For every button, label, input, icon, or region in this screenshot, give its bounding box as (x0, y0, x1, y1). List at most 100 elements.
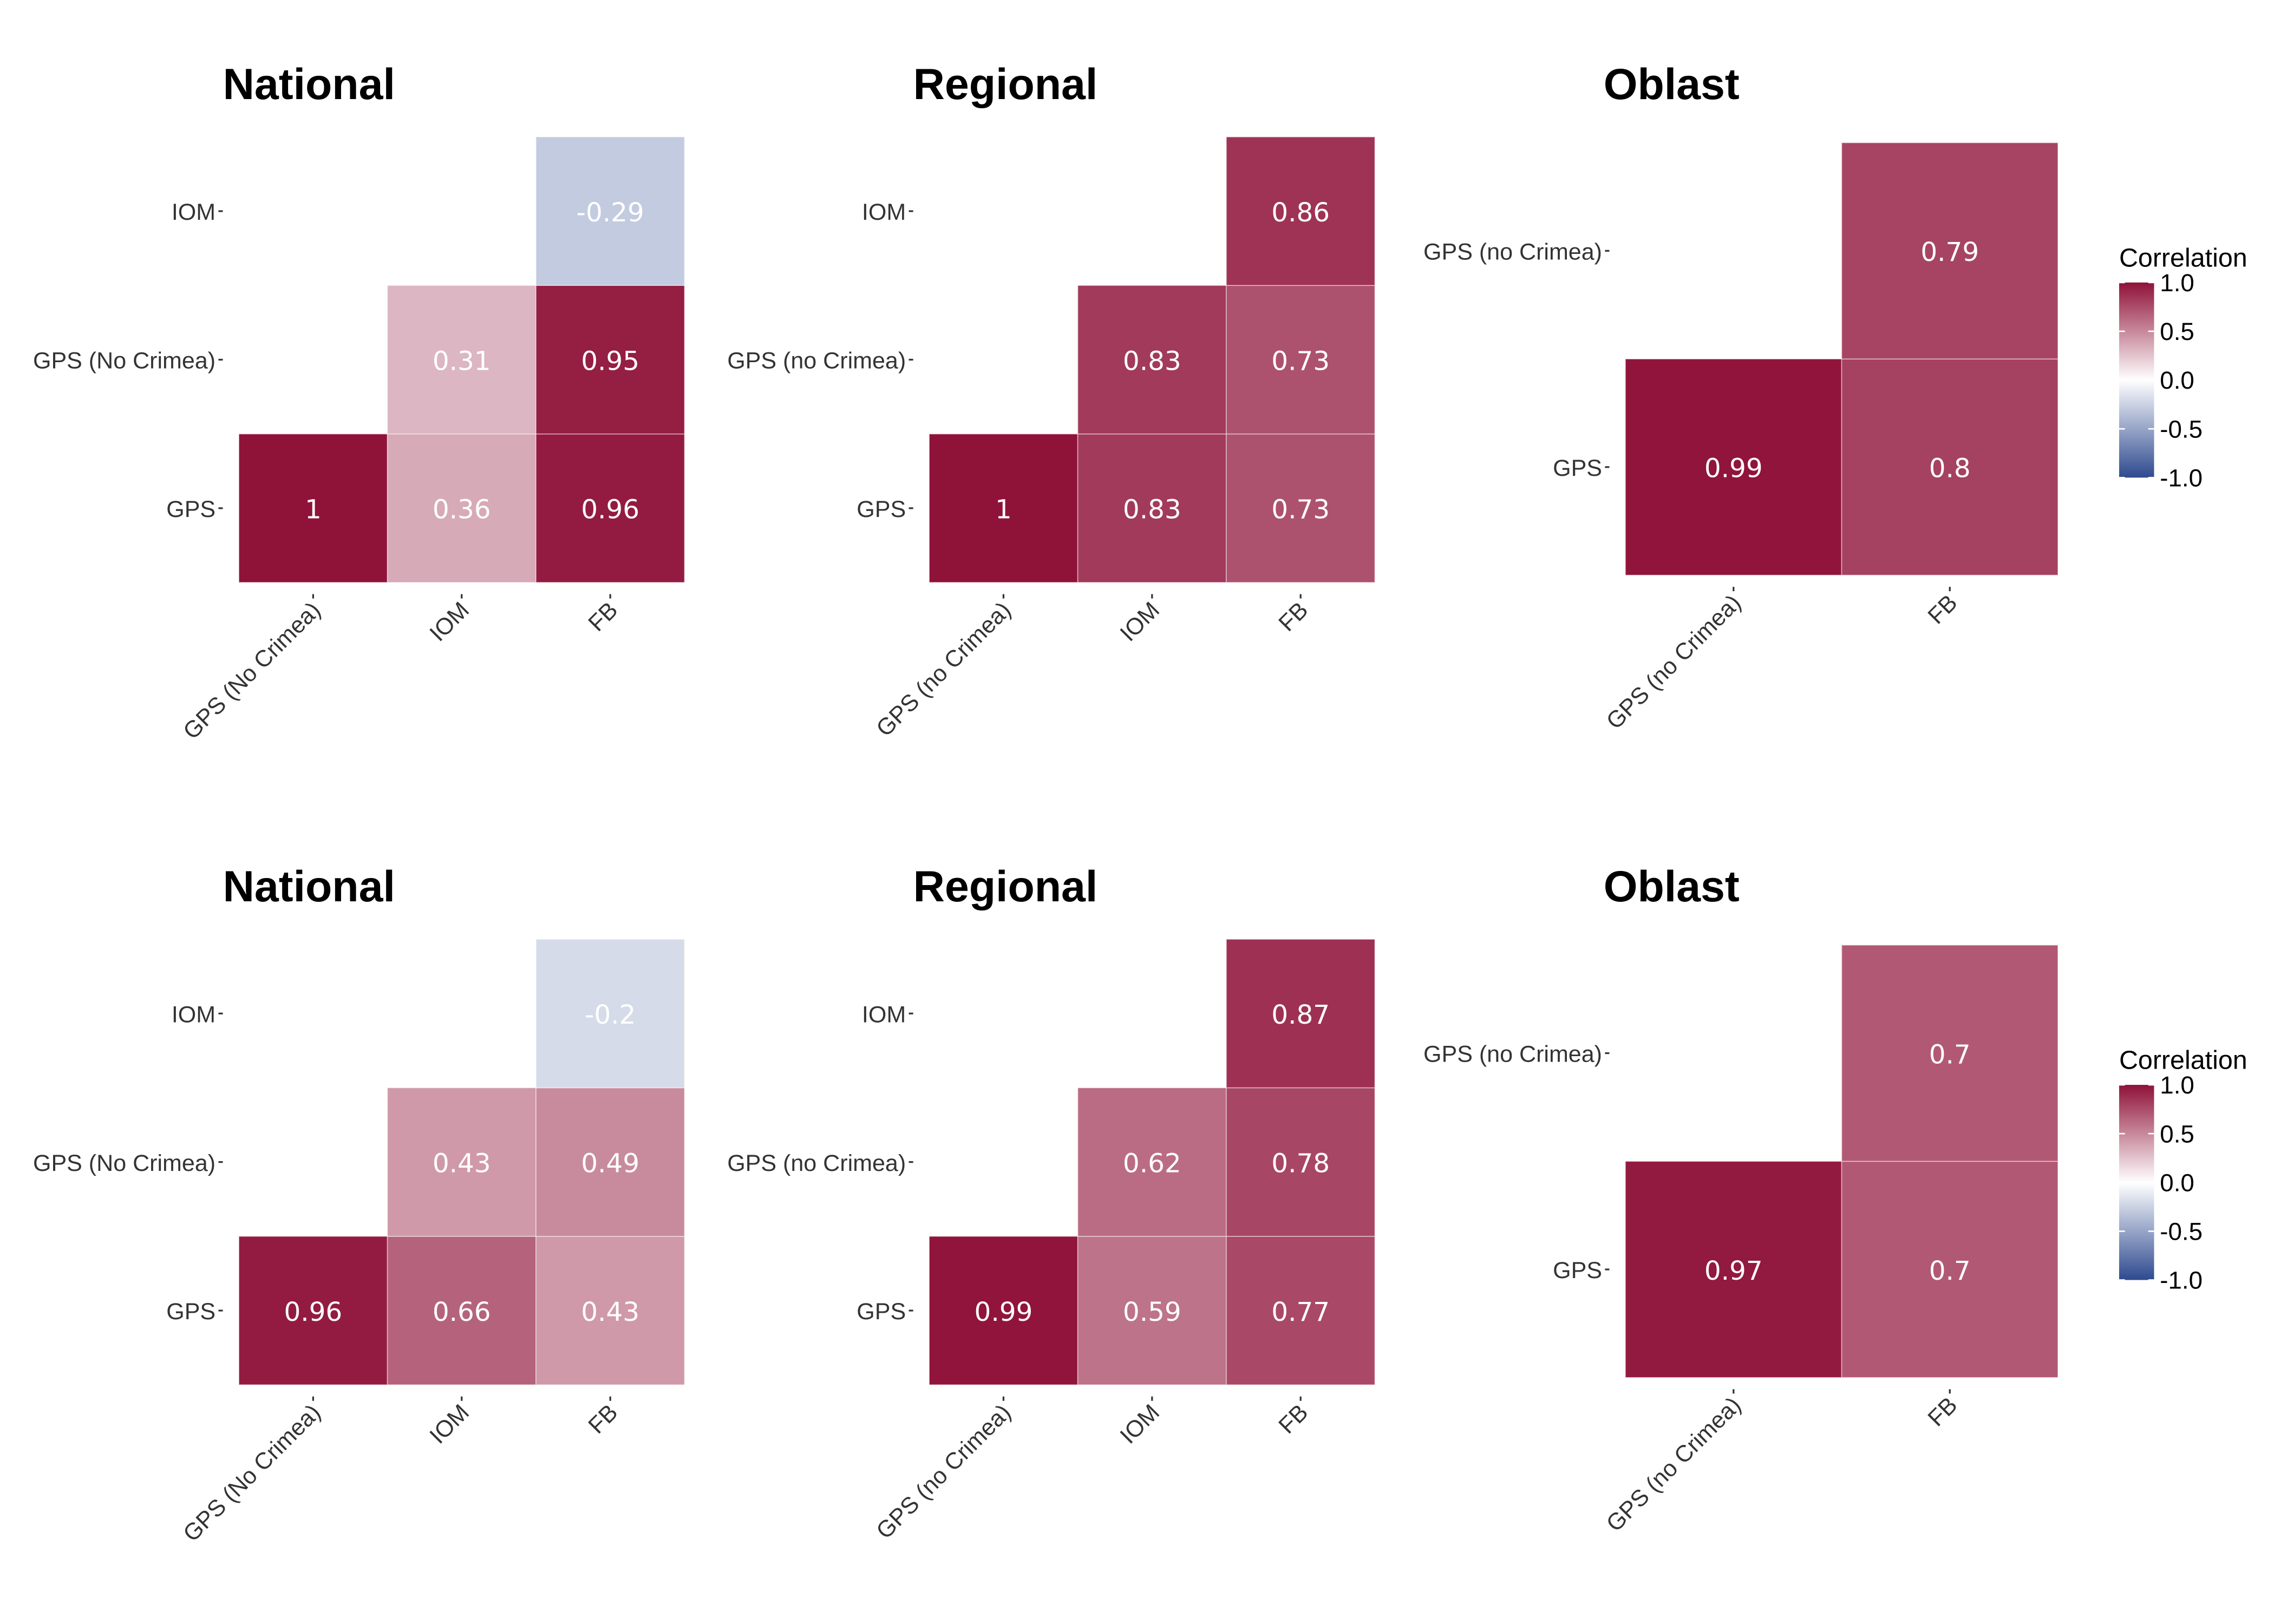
cell-value-label: 0.97 (1704, 1256, 1763, 1286)
panel-title: National (223, 862, 395, 911)
heatmap-cell (929, 1236, 1079, 1385)
legend-tick-label: -1.0 (2160, 464, 2203, 492)
cell-value-label: 0.73 (1271, 346, 1330, 376)
x-tick-label: GPS (no Crimea) (871, 597, 1016, 742)
y-tick-label: GPS (No Crimea) (33, 1150, 215, 1176)
cell-value-label: 0.86 (1271, 198, 1330, 228)
heatmap-cell (1226, 939, 1376, 1089)
heatmap-cell (535, 136, 685, 286)
cell-value-label: 0.95 (581, 346, 639, 376)
legend-tick-label: 1.0 (2160, 269, 2194, 297)
cell-value-label: 0.8 (1929, 454, 1971, 484)
y-tick-label: GPS (No Crimea) (33, 348, 215, 374)
x-tick-label: GPS (no Crimea) (1602, 1392, 1746, 1537)
heatmap-cell (1226, 433, 1376, 583)
y-tick-label: GPS (no Crimea) (1423, 239, 1602, 265)
x-tick-label: FB (583, 1399, 623, 1439)
heatmap-cell (387, 1236, 537, 1385)
heatmap-cell (238, 433, 388, 583)
cell-value-label: 0.73 (1271, 495, 1330, 525)
cell-value-label: 1 (995, 495, 1012, 525)
x-tick-label: FB (583, 597, 623, 637)
heatmap-panel-4: National 0.96 0.66 0.43 0.43 0.49 -0.2 GPS GPS (… (33, 862, 685, 1547)
cell-value-label: 0.77 (1271, 1297, 1330, 1327)
y-tick-label: IOM (862, 199, 906, 225)
heatmap-cell (1077, 285, 1227, 435)
heatmap-cell (387, 433, 537, 583)
heatmap-cell (1077, 1236, 1227, 1385)
heatmap-cell (387, 285, 537, 435)
heatmap-panel-1: National 1 0.36 0.96 0.31 0.95 -0.29 GPS GPS (No… (33, 60, 685, 744)
y-tick-label: GPS (857, 1299, 906, 1325)
cell-value-label: 0.49 (581, 1148, 639, 1178)
cell-value-label: 0.43 (581, 1297, 639, 1327)
x-tick-label: FB (1274, 1399, 1314, 1439)
legend-tick-label: 0.5 (2160, 318, 2194, 345)
cell-value-label: 0.79 (1920, 237, 1979, 267)
cell-value-label: 0.83 (1123, 495, 1181, 525)
x-tick-label: GPS (no Crimea) (1602, 590, 1746, 734)
legend-tick-label: 0.5 (2160, 1120, 2194, 1148)
cell-value-label: 0.99 (1704, 454, 1763, 484)
legend-tick-label: 0.0 (2160, 1169, 2194, 1196)
legend-title: Correlation (2119, 1045, 2247, 1075)
panel-title: National (223, 60, 395, 109)
heatmap-cell (1226, 136, 1376, 286)
panel-title: Oblast (1604, 60, 1740, 109)
heatmap-cell (535, 285, 685, 435)
legend-tick-label: 0.0 (2160, 366, 2194, 394)
cell-value-label: 0.96 (284, 1297, 342, 1327)
heatmap-cell (1841, 358, 2059, 576)
cell-value-label: 0.7 (1929, 1039, 1971, 1070)
heatmap-panel-5: Regional 0.99 0.59 0.77 0.62 0.78 0.87 GPS GPS (… (727, 862, 1376, 1544)
cell-value-label: 0.87 (1271, 1000, 1330, 1030)
heatmap-cell (1625, 358, 1842, 576)
x-tick-label: GPS (No Crimea) (178, 597, 325, 744)
legend-tick-label: -0.5 (2160, 1218, 2203, 1246)
x-tick-label: IOM (1115, 1399, 1165, 1449)
cell-value-label: 0.66 (433, 1297, 491, 1327)
cell-value-label: 0.99 (975, 1297, 1033, 1327)
x-tick-label: IOM (425, 597, 474, 646)
y-tick-label: GPS (857, 496, 906, 522)
heatmap-panel-6: Oblast 0.97 0.7 0.7 GPS GPS (no Crimea) GPS (n… (1423, 862, 2247, 1537)
cell-value-label: 0.78 (1271, 1148, 1330, 1178)
y-tick-label: GPS (no Crimea) (1423, 1042, 1602, 1068)
panel-title: Regional (913, 60, 1098, 109)
cell-value-label: 0.7 (1929, 1256, 1971, 1286)
y-tick-label: IOM (172, 1001, 215, 1027)
heatmap-cell (1625, 1161, 1842, 1378)
heatmap-cell (1226, 285, 1376, 435)
legend-title: Correlation (2119, 243, 2247, 272)
cell-value-label: 0.96 (581, 495, 639, 525)
cell-value-label: 0.62 (1123, 1148, 1181, 1178)
heatmap-cell (1077, 1087, 1227, 1237)
heatmap-cell (535, 1087, 685, 1237)
cell-value-label: -0.29 (576, 198, 644, 228)
heatmap-cell (535, 1236, 685, 1385)
legend-tick-label: -1.0 (2160, 1267, 2203, 1294)
cell-value-label: 0.59 (1123, 1297, 1181, 1327)
x-tick-label: GPS (no Crimea) (871, 1399, 1016, 1544)
cell-value-label: 0.36 (433, 495, 491, 525)
legend-tick-label: 1.0 (2160, 1071, 2194, 1099)
heatmap-cell (929, 433, 1079, 583)
x-tick-label: IOM (1115, 597, 1165, 646)
cell-value-label: 1 (305, 495, 322, 525)
heatmap-cell (1226, 1087, 1376, 1237)
y-tick-label: GPS (166, 1299, 215, 1325)
y-tick-label: GPS (no Crimea) (727, 1150, 906, 1176)
heatmap-cell (1077, 433, 1227, 583)
y-tick-label: GPS (1553, 455, 1602, 481)
y-tick-label: IOM (172, 199, 215, 225)
x-tick-label: FB (1923, 590, 1963, 629)
y-tick-label: GPS (1553, 1258, 1602, 1284)
y-tick-label: IOM (862, 1001, 906, 1027)
legend-tick-label: -0.5 (2160, 415, 2203, 443)
heatmap-cell (1841, 945, 2059, 1162)
heatmap-cell (238, 1236, 388, 1385)
heatmap-cell (387, 1087, 537, 1237)
